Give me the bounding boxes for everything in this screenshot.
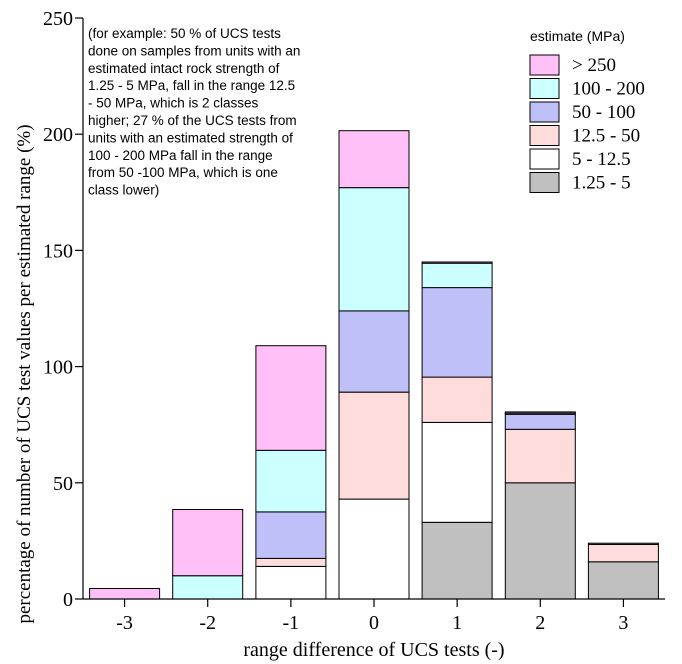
y-tick-label: 0: [63, 589, 73, 611]
x-axis-title: range difference of UCS tests (-): [243, 639, 504, 661]
y-tick-label: 100: [43, 357, 73, 379]
bar-segment--1-4: [255, 449, 327, 513]
x-tick-label: -3: [116, 612, 133, 634]
annotation-line: estimated intact rock strength of: [88, 61, 280, 76]
x-tick-label: 2: [535, 612, 545, 634]
y-tick-label: 200: [43, 124, 73, 146]
y-tick-label: 50: [53, 473, 73, 495]
bar-segment--1-5: [255, 345, 327, 451]
legend-label: 100 - 200: [572, 79, 645, 100]
y-tick-label: 250: [43, 8, 73, 30]
legend-label: 12.5 - 50: [572, 126, 640, 147]
legend-label: 50 - 100: [572, 102, 635, 123]
legend-title: estimate (MPa): [530, 28, 625, 44]
bars-group: [89, 130, 659, 600]
annotation-line: 1.25 - 5 MPa, fall in the range 12.5: [88, 78, 295, 93]
x-tick-label: 1: [452, 612, 462, 634]
bar-segment-0-5: [338, 130, 410, 189]
legend-swatch: [529, 125, 560, 146]
y-ticks-group: 0 50 100 150 200 250: [43, 8, 83, 611]
legend-swatch: [529, 148, 560, 170]
bar-segment-1-0: [421, 521, 493, 600]
bar-segment-2-2: [504, 428, 576, 484]
bar-segment-0-3: [338, 310, 410, 393]
annotation-line: 100 - 200 MPa fall in the range: [88, 148, 273, 163]
bar-segment-2-3: [504, 413, 576, 430]
bar-segment-2-5: [504, 411, 576, 414]
example-annotation: (for example: 50 % of UCS tests done on s…: [88, 26, 300, 198]
annotation-line: higher; 27 % of the UCS tests from: [88, 113, 297, 128]
annotation-line: from 50 -100 MPa, which is one: [88, 165, 278, 180]
annotation-line: (for example: 50 % of UCS tests: [88, 26, 281, 41]
bar-segment--3-5: [89, 588, 161, 600]
bar-segment--1-2: [255, 557, 327, 567]
bar-segment-1-3: [421, 287, 493, 378]
bar-segment--2-4: [172, 575, 244, 600]
y-axis-title: percentage of number of UCS test values …: [14, 124, 35, 623]
bar-segment--2-5: [172, 509, 244, 577]
x-tick-label: -2: [199, 612, 216, 634]
bar-segment-3-0: [587, 561, 659, 600]
x-tick-label: 3: [618, 612, 628, 634]
annotation-line: - 50 MPa, which is 2 classes: [88, 96, 259, 111]
legend-swatch: [529, 78, 560, 99]
annotation-line: done on samples from units with an: [88, 43, 300, 58]
legend-label: > 250: [572, 55, 616, 76]
bar-segment-2-0: [504, 482, 576, 600]
legend-label: 5 - 12.5: [572, 149, 631, 170]
legend-swatch: [529, 101, 560, 123]
legend-label: 1.25 - 5: [572, 173, 631, 194]
bar-segment-1-4: [421, 262, 493, 289]
bar-segment-3-5: [587, 542, 659, 545]
annotation-line: units with an estimated strength of: [88, 130, 293, 145]
bar-segment-0-1: [338, 498, 410, 600]
bar-segment-3-2: [587, 543, 659, 563]
legend-swatch: [529, 172, 560, 193]
bar-segment--1-1: [255, 566, 327, 600]
bar-segment-1-1: [421, 421, 493, 523]
legend-swatch: [529, 54, 560, 76]
x-tick-label: -1: [283, 612, 300, 634]
bar-segment--1-3: [255, 511, 327, 559]
bar-segment-1-2: [421, 376, 493, 423]
bar-segment-0-2: [338, 391, 410, 500]
bar-segment-0-4: [338, 187, 410, 312]
annotation-line: class lower): [88, 183, 159, 198]
x-tick-label: 0: [369, 612, 379, 634]
bar-segment-1-5: [421, 261, 493, 264]
x-ticks-group: -3 -2 -1 0 1 2 3: [116, 599, 628, 634]
y-tick-label: 150: [43, 240, 73, 262]
